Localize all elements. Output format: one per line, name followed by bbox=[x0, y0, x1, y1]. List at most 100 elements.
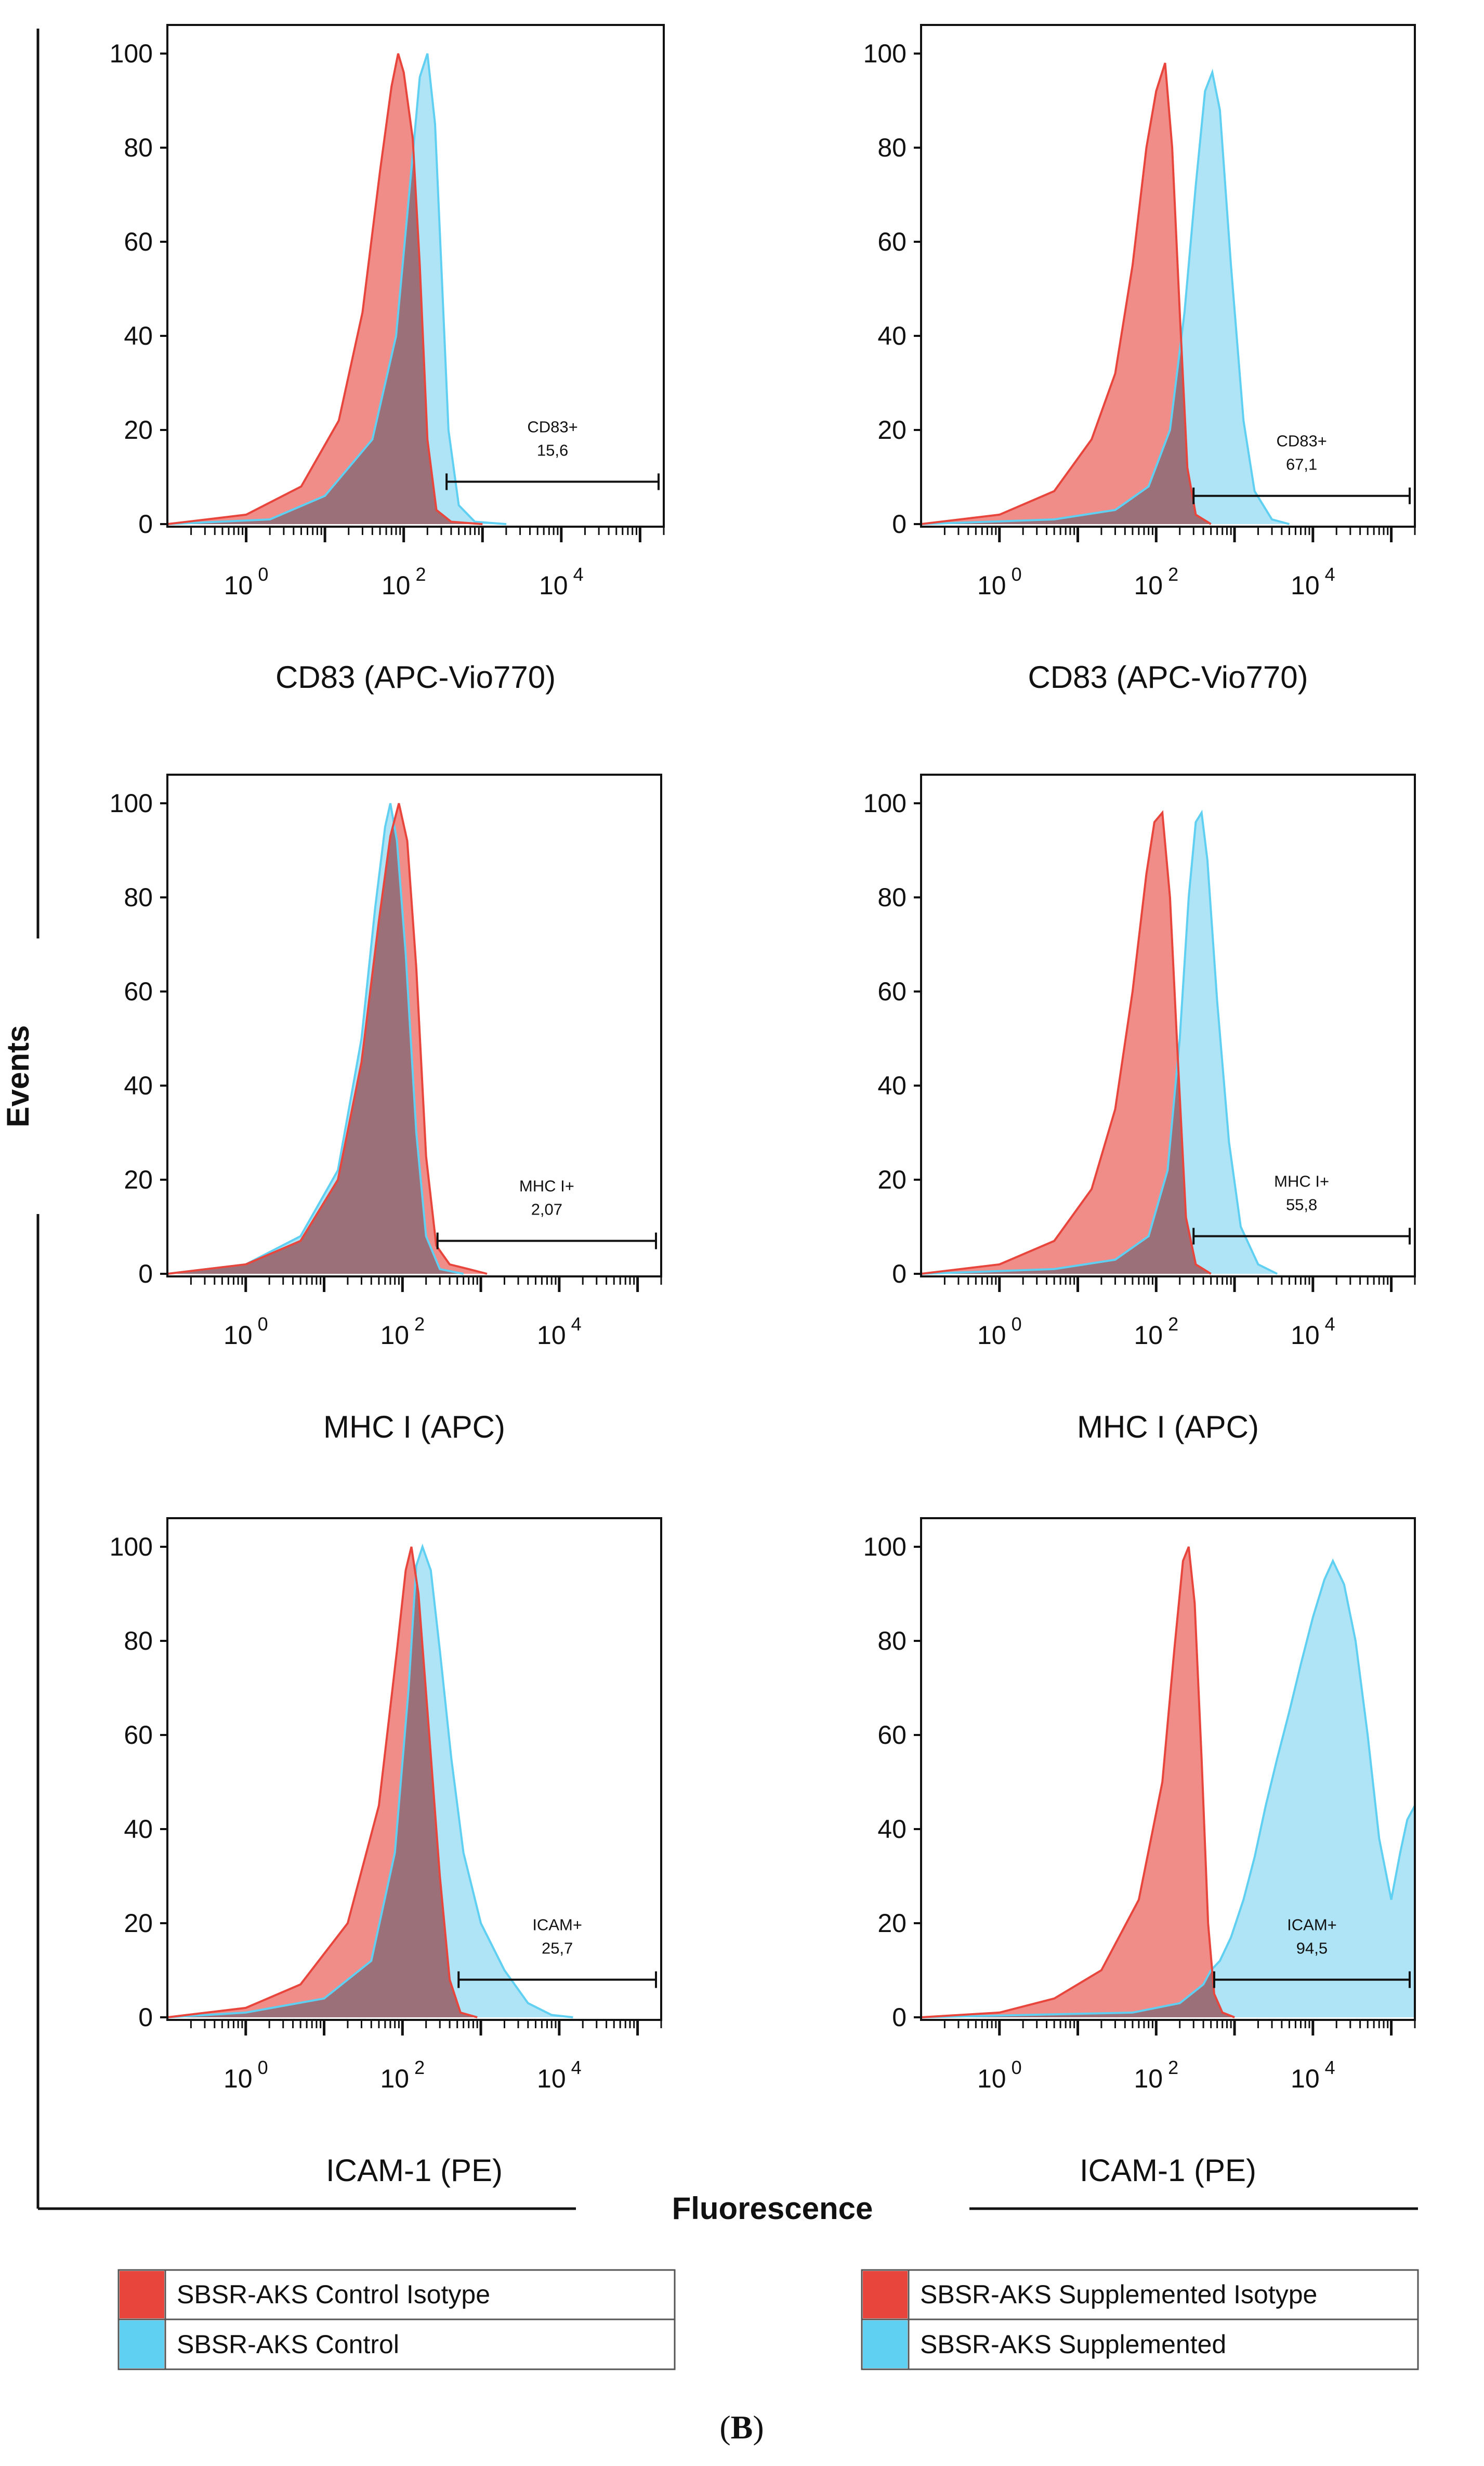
x-tick-label: 10 4 bbox=[537, 2057, 582, 2093]
y-tick-label: 20 bbox=[877, 1165, 907, 1194]
plot-frame bbox=[166, 774, 662, 1277]
sample-histogram-line bbox=[921, 69, 1290, 525]
x-tick-label: 10 2 bbox=[382, 564, 426, 600]
y-tick-label: 80 bbox=[877, 883, 907, 912]
y-tick-label: 0 bbox=[892, 1259, 907, 1288]
x-axis-label: ICAM-1 (PE) bbox=[326, 2153, 503, 2188]
y-tick-label: 20 bbox=[877, 415, 907, 445]
plot-frame bbox=[920, 774, 1416, 1277]
legend-supplemented: SBSR-AKS Supplemented Isotype SBSR-AKS S… bbox=[861, 2269, 1419, 2370]
plot-frame bbox=[920, 24, 1416, 528]
y-tick-label: 60 bbox=[877, 1720, 907, 1750]
isotype-histogram-fill bbox=[921, 63, 1211, 525]
y-tick-label: 40 bbox=[877, 1071, 907, 1100]
gate-value: 2,07 bbox=[531, 1201, 562, 1219]
y-tick-label: 60 bbox=[877, 977, 907, 1006]
y-tick-label: 60 bbox=[877, 227, 907, 256]
y-tick-label: 100 bbox=[863, 1532, 907, 1561]
x-tick-label: 10 2 bbox=[380, 1313, 425, 1350]
plot-frame bbox=[166, 24, 665, 528]
legend-swatch-isotype bbox=[120, 2271, 164, 2318]
isotype-histogram-line bbox=[921, 62, 1212, 525]
panel-label: (B) bbox=[719, 2409, 764, 2446]
y-tick-label: 80 bbox=[124, 1626, 153, 1655]
y-tick-label: 100 bbox=[110, 789, 153, 818]
legend-swatch-sample bbox=[863, 2320, 908, 2368]
gate-label: ICAM+ bbox=[1287, 1916, 1337, 1934]
x-tick-label: 10 4 bbox=[1291, 2057, 1335, 2093]
y-tick-label: 20 bbox=[124, 1909, 153, 1938]
gate-value: 15,6 bbox=[537, 441, 568, 460]
histogram-panel-4: 0 20 40 60 80 100 10 0 10 2 10 4 MHC I (APC) MHC I+ 55… bbox=[863, 774, 1416, 1444]
isotype-histogram-line bbox=[167, 803, 488, 1275]
y-tick-label: 20 bbox=[877, 1909, 907, 1938]
legend-label-isotype: SBSR-AKS Control Isotype bbox=[177, 2280, 490, 2309]
x-tick-label: 10 0 bbox=[224, 564, 269, 600]
gate-label: MHC I+ bbox=[1274, 1172, 1329, 1191]
y-tick-label: 60 bbox=[124, 1720, 153, 1750]
y-tick-label: 0 bbox=[138, 1259, 153, 1288]
isotype-histogram-fill bbox=[921, 1547, 1235, 2017]
plot-frame bbox=[166, 1517, 662, 2021]
gate-value: 25,7 bbox=[542, 1939, 573, 1958]
histogram-panels: 0 20 40 60 80 100 10 0 10 2 10 4 CD83 (APC-Vio770) CD… bbox=[110, 24, 1416, 2188]
gate-value: 67,1 bbox=[1286, 455, 1317, 474]
gate-value: 55,8 bbox=[1286, 1196, 1317, 1214]
x-axis-label: CD83 (APC-Vio770) bbox=[1028, 660, 1308, 695]
x-tick-label: 10 2 bbox=[380, 2057, 425, 2093]
sample-histogram-line bbox=[167, 53, 507, 525]
y-tick-label: 0 bbox=[892, 2003, 907, 2032]
legend-control: SBSR-AKS Control Isotype SBSR-AKS Contro… bbox=[117, 2269, 676, 2370]
plot-area bbox=[167, 1543, 573, 2018]
plot-area bbox=[921, 1546, 1415, 2018]
histogram-panel-3: 0 20 40 60 80 100 10 0 10 2 10 4 MHC I (APC) MHC I+ 2,… bbox=[110, 774, 662, 1444]
gate-label: CD83+ bbox=[527, 418, 577, 436]
x-axis-label: MHC I (APC) bbox=[1077, 1410, 1259, 1444]
histogram-panel-2: 0 20 40 60 80 100 10 0 10 2 10 4 CD83 (APC-Vio770) CD… bbox=[863, 24, 1416, 695]
y-tick-label: 100 bbox=[863, 39, 907, 68]
y-tick-label: 100 bbox=[863, 789, 907, 818]
x-tick-label: 10 0 bbox=[224, 2057, 268, 2093]
plot-area bbox=[167, 53, 507, 525]
isotype-histogram-line bbox=[167, 1546, 478, 2018]
y-tick-label: 0 bbox=[138, 2003, 153, 2032]
x-tick-label: 10 4 bbox=[539, 564, 584, 600]
y-tick-label: 80 bbox=[877, 1626, 907, 1655]
sample-histogram-fill bbox=[167, 1547, 573, 2017]
isotype-histogram-line bbox=[921, 810, 1212, 1275]
y-tick-label: 40 bbox=[124, 1815, 153, 1844]
gate-value: 94,5 bbox=[1296, 1939, 1328, 1958]
y-tick-label: 80 bbox=[124, 133, 153, 162]
y-tick-label: 100 bbox=[110, 1532, 153, 1561]
y-tick-label: 0 bbox=[892, 510, 907, 539]
sample-histogram-line bbox=[921, 1558, 1415, 2018]
y-tick-label: 40 bbox=[124, 1071, 153, 1100]
plot-area bbox=[921, 810, 1278, 1275]
x-tick-label: 10 4 bbox=[537, 1313, 582, 1350]
legend-label-isotype: SBSR-AKS Supplemented Isotype bbox=[920, 2280, 1317, 2309]
x-tick-label: 10 2 bbox=[1134, 1313, 1178, 1350]
y-tick-label: 80 bbox=[124, 883, 153, 912]
x-tick-label: 10 0 bbox=[977, 564, 1022, 600]
isotype-histogram-line bbox=[921, 1546, 1235, 2018]
legend-swatch-sample bbox=[120, 2320, 164, 2368]
y-tick-label: 40 bbox=[124, 321, 153, 350]
overlap-histogram-fill bbox=[167, 803, 464, 1274]
sample-histogram-line bbox=[921, 810, 1278, 1275]
sample-histogram-line bbox=[167, 803, 464, 1275]
plot-frame bbox=[920, 1517, 1416, 2021]
gate-label: MHC I+ bbox=[519, 1177, 574, 1195]
y-axis-title: Events bbox=[1, 1025, 35, 1128]
x-axis-label: ICAM-1 (PE) bbox=[1080, 2153, 1256, 2188]
histogram-panel-5: 0 20 40 60 80 100 10 0 10 2 10 4 ICAM-1 (PE) ICAM+ 25,… bbox=[110, 1517, 662, 2188]
sample-histogram-fill bbox=[921, 72, 1290, 524]
histogram-panel-1: 0 20 40 60 80 100 10 0 10 2 10 4 CD83 (APC-Vio770) CD… bbox=[110, 24, 665, 695]
legend-swatch-isotype bbox=[863, 2271, 908, 2318]
y-tick-label: 20 bbox=[124, 415, 153, 445]
sample-histogram-line bbox=[167, 1543, 573, 2018]
x-axis-label: MHC I (APC) bbox=[323, 1410, 505, 1444]
y-tick-label: 80 bbox=[877, 133, 907, 162]
x-tick-label: 10 0 bbox=[224, 1313, 268, 1350]
gate-label: ICAM+ bbox=[532, 1916, 582, 1934]
